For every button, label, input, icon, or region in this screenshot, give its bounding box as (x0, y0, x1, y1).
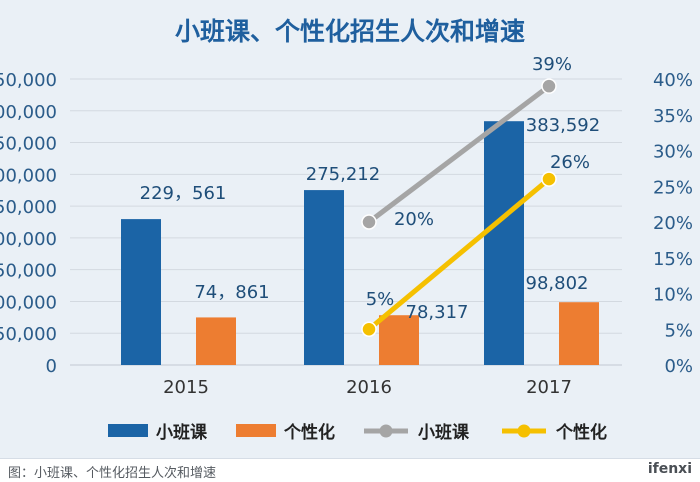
legend-swatch-bar-xiaobanke (108, 424, 148, 437)
bar-gexinghua (559, 302, 599, 365)
line-label: 26% (550, 152, 590, 173)
bar-label: 78,317 (406, 302, 469, 323)
legend-label: 小班课 (418, 423, 470, 443)
bar-gexinghua (196, 317, 236, 365)
line-label: 39% (532, 54, 572, 75)
bar-xiaobanke (121, 219, 161, 365)
y2-tick-label: 20% (653, 213, 693, 234)
bar-label: 383,592 (526, 115, 600, 136)
bar-label: 275,212 (306, 164, 380, 185)
legend-swatch-bar-gexinghua (236, 424, 276, 437)
y-tick-label: 300,000 (0, 165, 57, 186)
bar-label: 229，561 (140, 183, 227, 204)
line-gexinghua-growth (367, 177, 551, 332)
footer: 图：小班课、个性化招生人次和增速 ifenxi (0, 458, 700, 482)
y-tick-label: 150,000 (0, 261, 57, 282)
legend-label: 个性化 (283, 422, 335, 443)
line-point (541, 78, 557, 94)
x-tick-label: 2016 (346, 377, 392, 398)
line-xiaobanke-growth (367, 84, 551, 224)
chart-frame: 小班课、个性化招生人次和增速 450,000 400,000 350,000 300,0… (0, 0, 700, 458)
bar-xiaobanke (484, 121, 524, 366)
bar-label: 74，861 (194, 282, 269, 303)
y2-tick-label: 10% (653, 285, 693, 306)
watermark-logo: ifenxi (647, 461, 692, 477)
x-tick-label: 2015 (163, 377, 209, 398)
line-point (541, 171, 557, 187)
chart-svg: 小班课、个性化招生人次和增速 450,000 400,000 350,000 300,0… (0, 17, 693, 443)
y-tick-label: 400,000 (0, 102, 57, 123)
y2-tick-label: 40% (653, 70, 693, 91)
y-tick-label: 0 (46, 356, 57, 377)
y2-tick-label: 25% (653, 177, 693, 198)
bar-gexinghua (379, 315, 419, 365)
y2-tick-label: 35% (653, 106, 693, 127)
x-tick-label: 2017 (526, 377, 572, 398)
y-tick-label: 50,000 (0, 324, 57, 345)
y-tick-label: 200,000 (0, 229, 57, 250)
legend-label: 小班课 (156, 423, 208, 443)
y-tick-label: 350,000 (0, 134, 57, 155)
chart-title: 小班课、个性化招生人次和增速 (175, 17, 525, 46)
bar-label: 98,802 (526, 273, 589, 294)
y-tick-label: 450,000 (0, 70, 57, 91)
line-point (361, 214, 377, 230)
y2-tick-label: 0% (664, 356, 693, 377)
y2-tick-label: 15% (653, 249, 693, 270)
bar-xiaobanke (304, 190, 344, 365)
figure-caption: 图：小班课、个性化招生人次和增速 (8, 466, 217, 481)
legend-swatch-marker (379, 424, 393, 438)
y2-tick-label: 5% (664, 320, 693, 341)
y-tick-label: 250,000 (0, 197, 57, 218)
y2-tick-label: 30% (653, 142, 693, 163)
legend-swatch-marker (517, 424, 531, 438)
line-label: 20% (394, 209, 434, 230)
line-label: 5% (366, 289, 395, 310)
legend-label: 个性化 (555, 422, 607, 443)
y-tick-label: 100,000 (0, 292, 57, 313)
line-point (361, 321, 377, 337)
